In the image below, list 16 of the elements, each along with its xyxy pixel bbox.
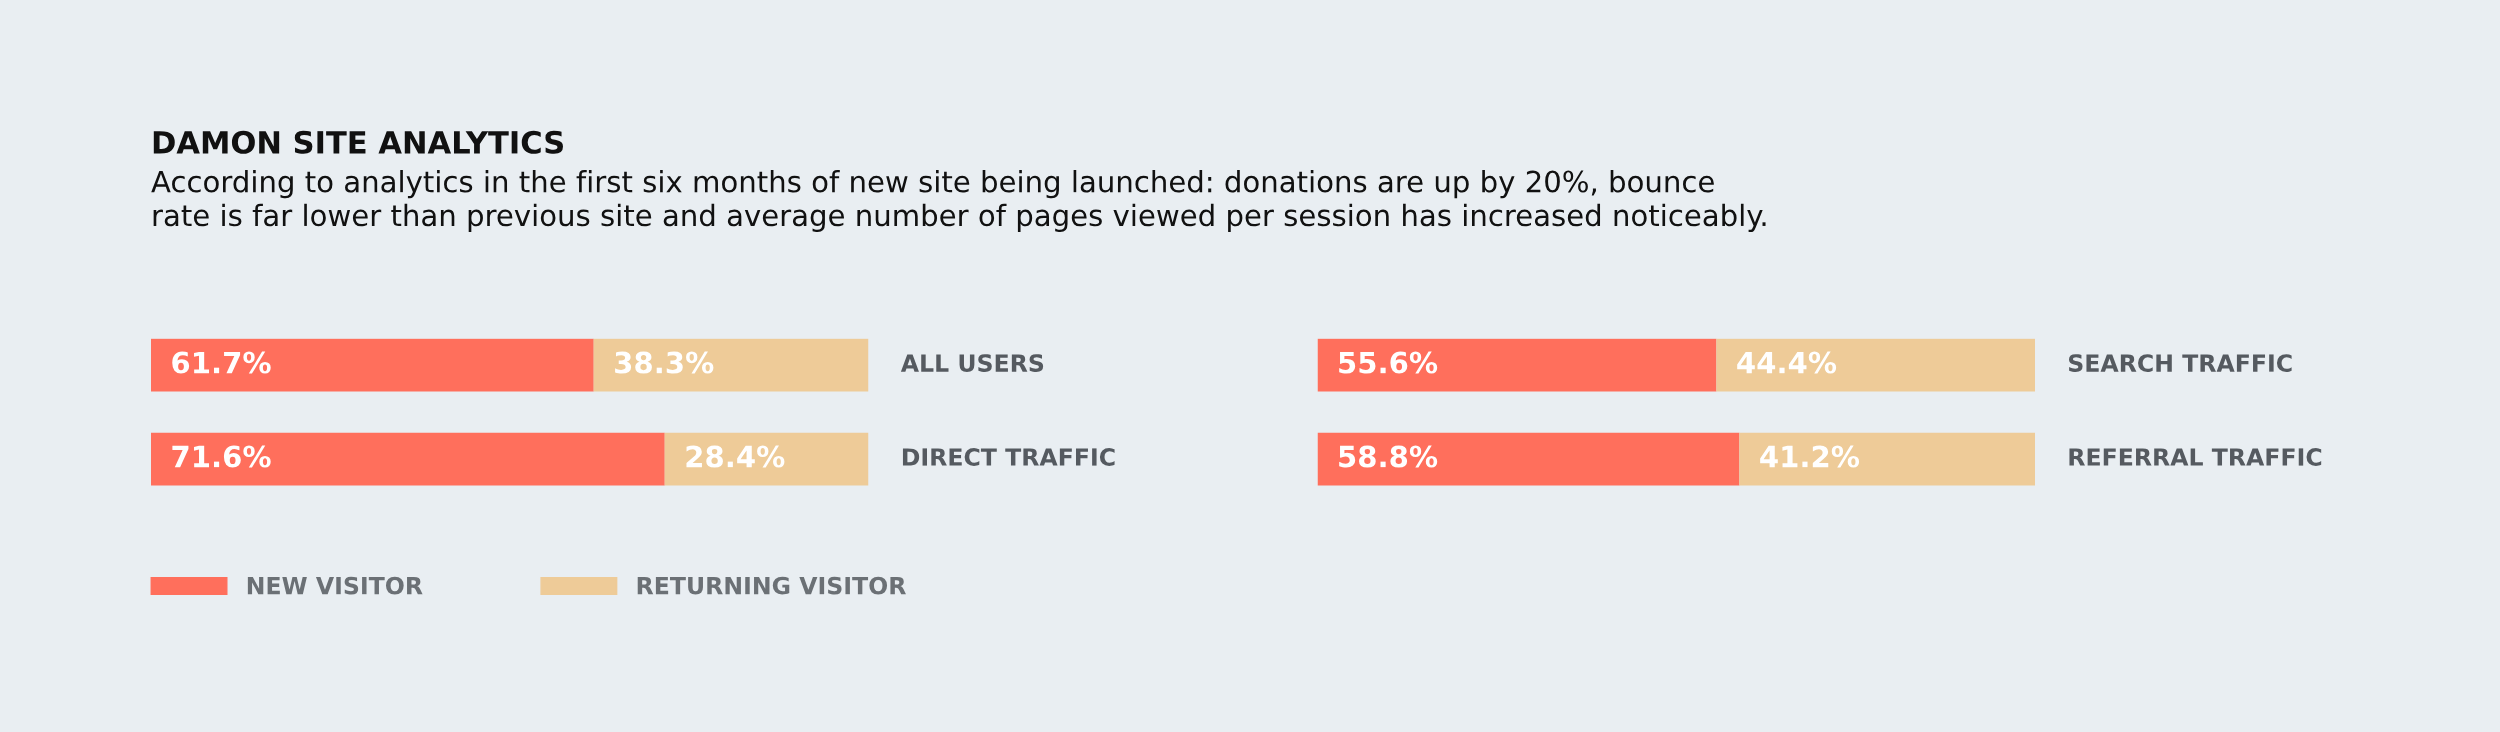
data-label: 58.8% [1339, 445, 1438, 468]
text: According to analytics in the first six months of new site being launched: donations are up by 20%, bounce rate is far lower than previous site and average number of pages viewed per session has increased noticeably. [151, 170, 1766, 232]
data-label: 71.6% [172, 445, 271, 468]
legend-label: NEW VISITOR [247, 576, 423, 595]
data-label: 38.3% [615, 351, 714, 374]
data-label: 41.2% [1760, 445, 1860, 468]
y-tick-label: ALL USERS [900, 354, 1044, 372]
y-tick-label: REFERRAL TRAFFIC [2069, 448, 2322, 466]
data-label: 28.4% [686, 445, 785, 468]
data-label: 44.4% [1737, 351, 1837, 374]
y-tick-label: DIRECT TRAFFIC [902, 448, 1115, 466]
data-label: 61.7% [172, 351, 271, 374]
chart-title: DAMON SITE ANALYTICS [153, 130, 563, 154]
y-tick-label: SEARCH TRAFFIC [2068, 354, 2292, 372]
legend-label: RETURNING VISITOR [637, 576, 906, 595]
data-label: 55.6% [1339, 351, 1438, 374]
